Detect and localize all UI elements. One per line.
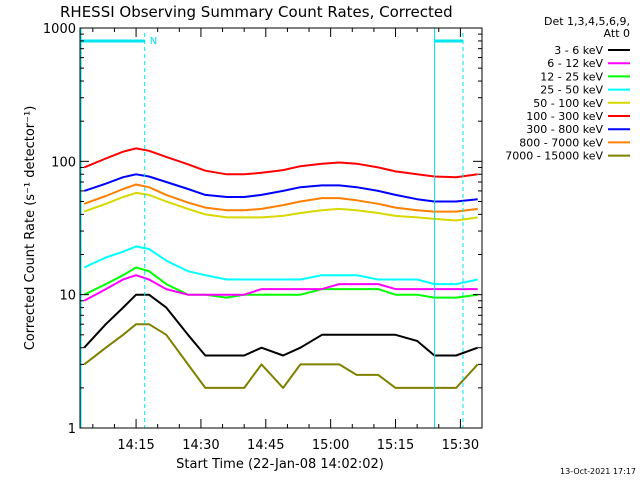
flag-marker: N [150,36,157,47]
legend-label: 7000 - 15000 keV [505,150,603,163]
footer-date: 13-Oct-2021 17:17 [560,467,636,476]
legend-label: 100 - 300 keV [526,110,603,123]
y-tick-label: 1 [68,422,76,437]
series-line [83,293,479,357]
series-line [83,173,478,203]
y-tick-label: 10 [59,289,76,304]
legend-label: 25 - 50 keV [540,84,603,97]
x-axis-label: Start Time (22-Jan-08 14:02:02) [176,457,384,472]
legend-label: 3 - 6 keV [554,44,603,57]
y-axis-label: Corrected Count Rate (s⁻¹ detector⁻¹) [23,106,38,351]
series-line [83,323,479,389]
plot-frame [79,27,483,429]
series-line [83,245,478,286]
x-tick-label: 14:45 [247,438,284,453]
x-tick-label: 15:15 [377,438,414,453]
series-line [83,266,478,299]
series-line [83,183,478,213]
series-line [83,147,478,179]
series-line [83,274,478,302]
legend-header-attenuator: Att 0 [604,27,630,40]
y-tick-label: 1000 [43,22,76,37]
x-tick-label: 15:00 [312,438,349,453]
legend-label: 6 - 12 keV [547,57,603,70]
flag-layer: N [80,28,464,428]
legend-header-detectors: Det 1,3,4,5,6,9, [544,15,630,28]
series-layer [83,147,479,389]
x-tick-label: 15:30 [442,438,479,453]
legend-label: 300 - 800 keV [526,123,603,136]
legend-label: 12 - 25 keV [540,70,603,83]
x-tick-label: 14:15 [117,438,154,453]
y-tick-label: 100 [51,155,76,170]
series-line [83,191,478,222]
legend-label: 800 - 7000 keV [519,136,603,149]
x-tick-label: 14:30 [182,438,219,453]
chart-title: RHESSI Observing Summary Count Rates, Co… [60,3,453,21]
tick-layer: 14:15 14:30 14:45 15:00 15:15 15:30 1 10 100 1000 [43,22,483,453]
legend-label: 50 - 100 keV [533,97,603,110]
